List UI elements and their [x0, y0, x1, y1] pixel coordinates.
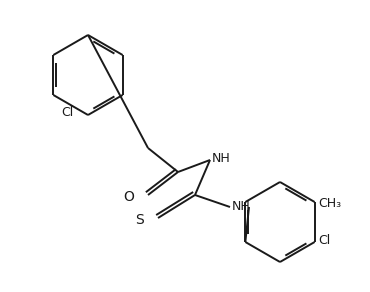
- Text: S: S: [135, 213, 144, 227]
- Text: Cl: Cl: [319, 234, 331, 246]
- Text: O: O: [123, 190, 134, 204]
- Text: Cl: Cl: [62, 107, 74, 119]
- Text: NH: NH: [232, 199, 251, 213]
- Text: NH: NH: [212, 152, 231, 166]
- Text: CH₃: CH₃: [319, 197, 342, 211]
